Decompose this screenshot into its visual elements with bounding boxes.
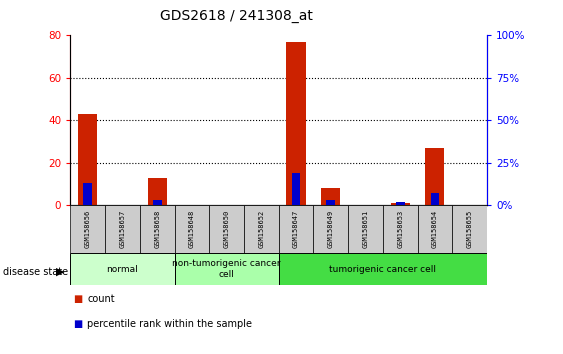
- Bar: [153, 200, 162, 205]
- Text: tumorigenic cancer cell: tumorigenic cancer cell: [329, 264, 436, 274]
- Text: percentile rank within the sample: percentile rank within the sample: [87, 319, 252, 329]
- Bar: [396, 202, 405, 205]
- Text: GSM158649: GSM158649: [328, 210, 334, 249]
- Text: GSM158648: GSM158648: [189, 210, 195, 249]
- Text: ■: ■: [73, 319, 82, 329]
- Text: GSM158657: GSM158657: [119, 210, 126, 249]
- Text: normal: normal: [106, 264, 138, 274]
- Text: GSM158647: GSM158647: [293, 210, 299, 249]
- Bar: [148, 178, 167, 205]
- Text: GSM158655: GSM158655: [467, 210, 472, 249]
- Bar: [175, 205, 209, 253]
- Bar: [383, 205, 418, 253]
- Bar: [292, 173, 301, 205]
- Bar: [452, 205, 487, 253]
- Text: GSM158650: GSM158650: [224, 210, 230, 249]
- Bar: [426, 148, 444, 205]
- Text: GSM158653: GSM158653: [397, 210, 403, 249]
- Text: GSM158651: GSM158651: [363, 210, 368, 249]
- Bar: [418, 205, 452, 253]
- Bar: [70, 205, 105, 253]
- Bar: [140, 205, 175, 253]
- Text: ▶: ▶: [56, 267, 65, 277]
- Bar: [175, 253, 279, 285]
- Text: disease state: disease state: [3, 267, 68, 277]
- Text: ■: ■: [73, 294, 82, 304]
- Text: GSM158652: GSM158652: [258, 210, 264, 249]
- Text: non-tumorigenic cancer
cell: non-tumorigenic cancer cell: [172, 259, 281, 279]
- Text: GSM158654: GSM158654: [432, 210, 438, 249]
- Bar: [431, 193, 439, 205]
- Text: GDS2618 / 241308_at: GDS2618 / 241308_at: [160, 9, 313, 23]
- Bar: [314, 205, 348, 253]
- Bar: [279, 205, 314, 253]
- Bar: [348, 205, 383, 253]
- Text: GSM158656: GSM158656: [85, 210, 91, 249]
- Text: count: count: [87, 294, 115, 304]
- Bar: [244, 205, 279, 253]
- Bar: [105, 205, 140, 253]
- Text: GSM158658: GSM158658: [154, 210, 160, 249]
- Bar: [327, 200, 335, 205]
- Bar: [209, 205, 244, 253]
- Bar: [391, 203, 410, 205]
- Bar: [287, 42, 306, 205]
- Bar: [70, 253, 175, 285]
- Bar: [78, 114, 97, 205]
- Bar: [321, 188, 340, 205]
- Bar: [279, 253, 487, 285]
- Bar: [83, 183, 92, 205]
